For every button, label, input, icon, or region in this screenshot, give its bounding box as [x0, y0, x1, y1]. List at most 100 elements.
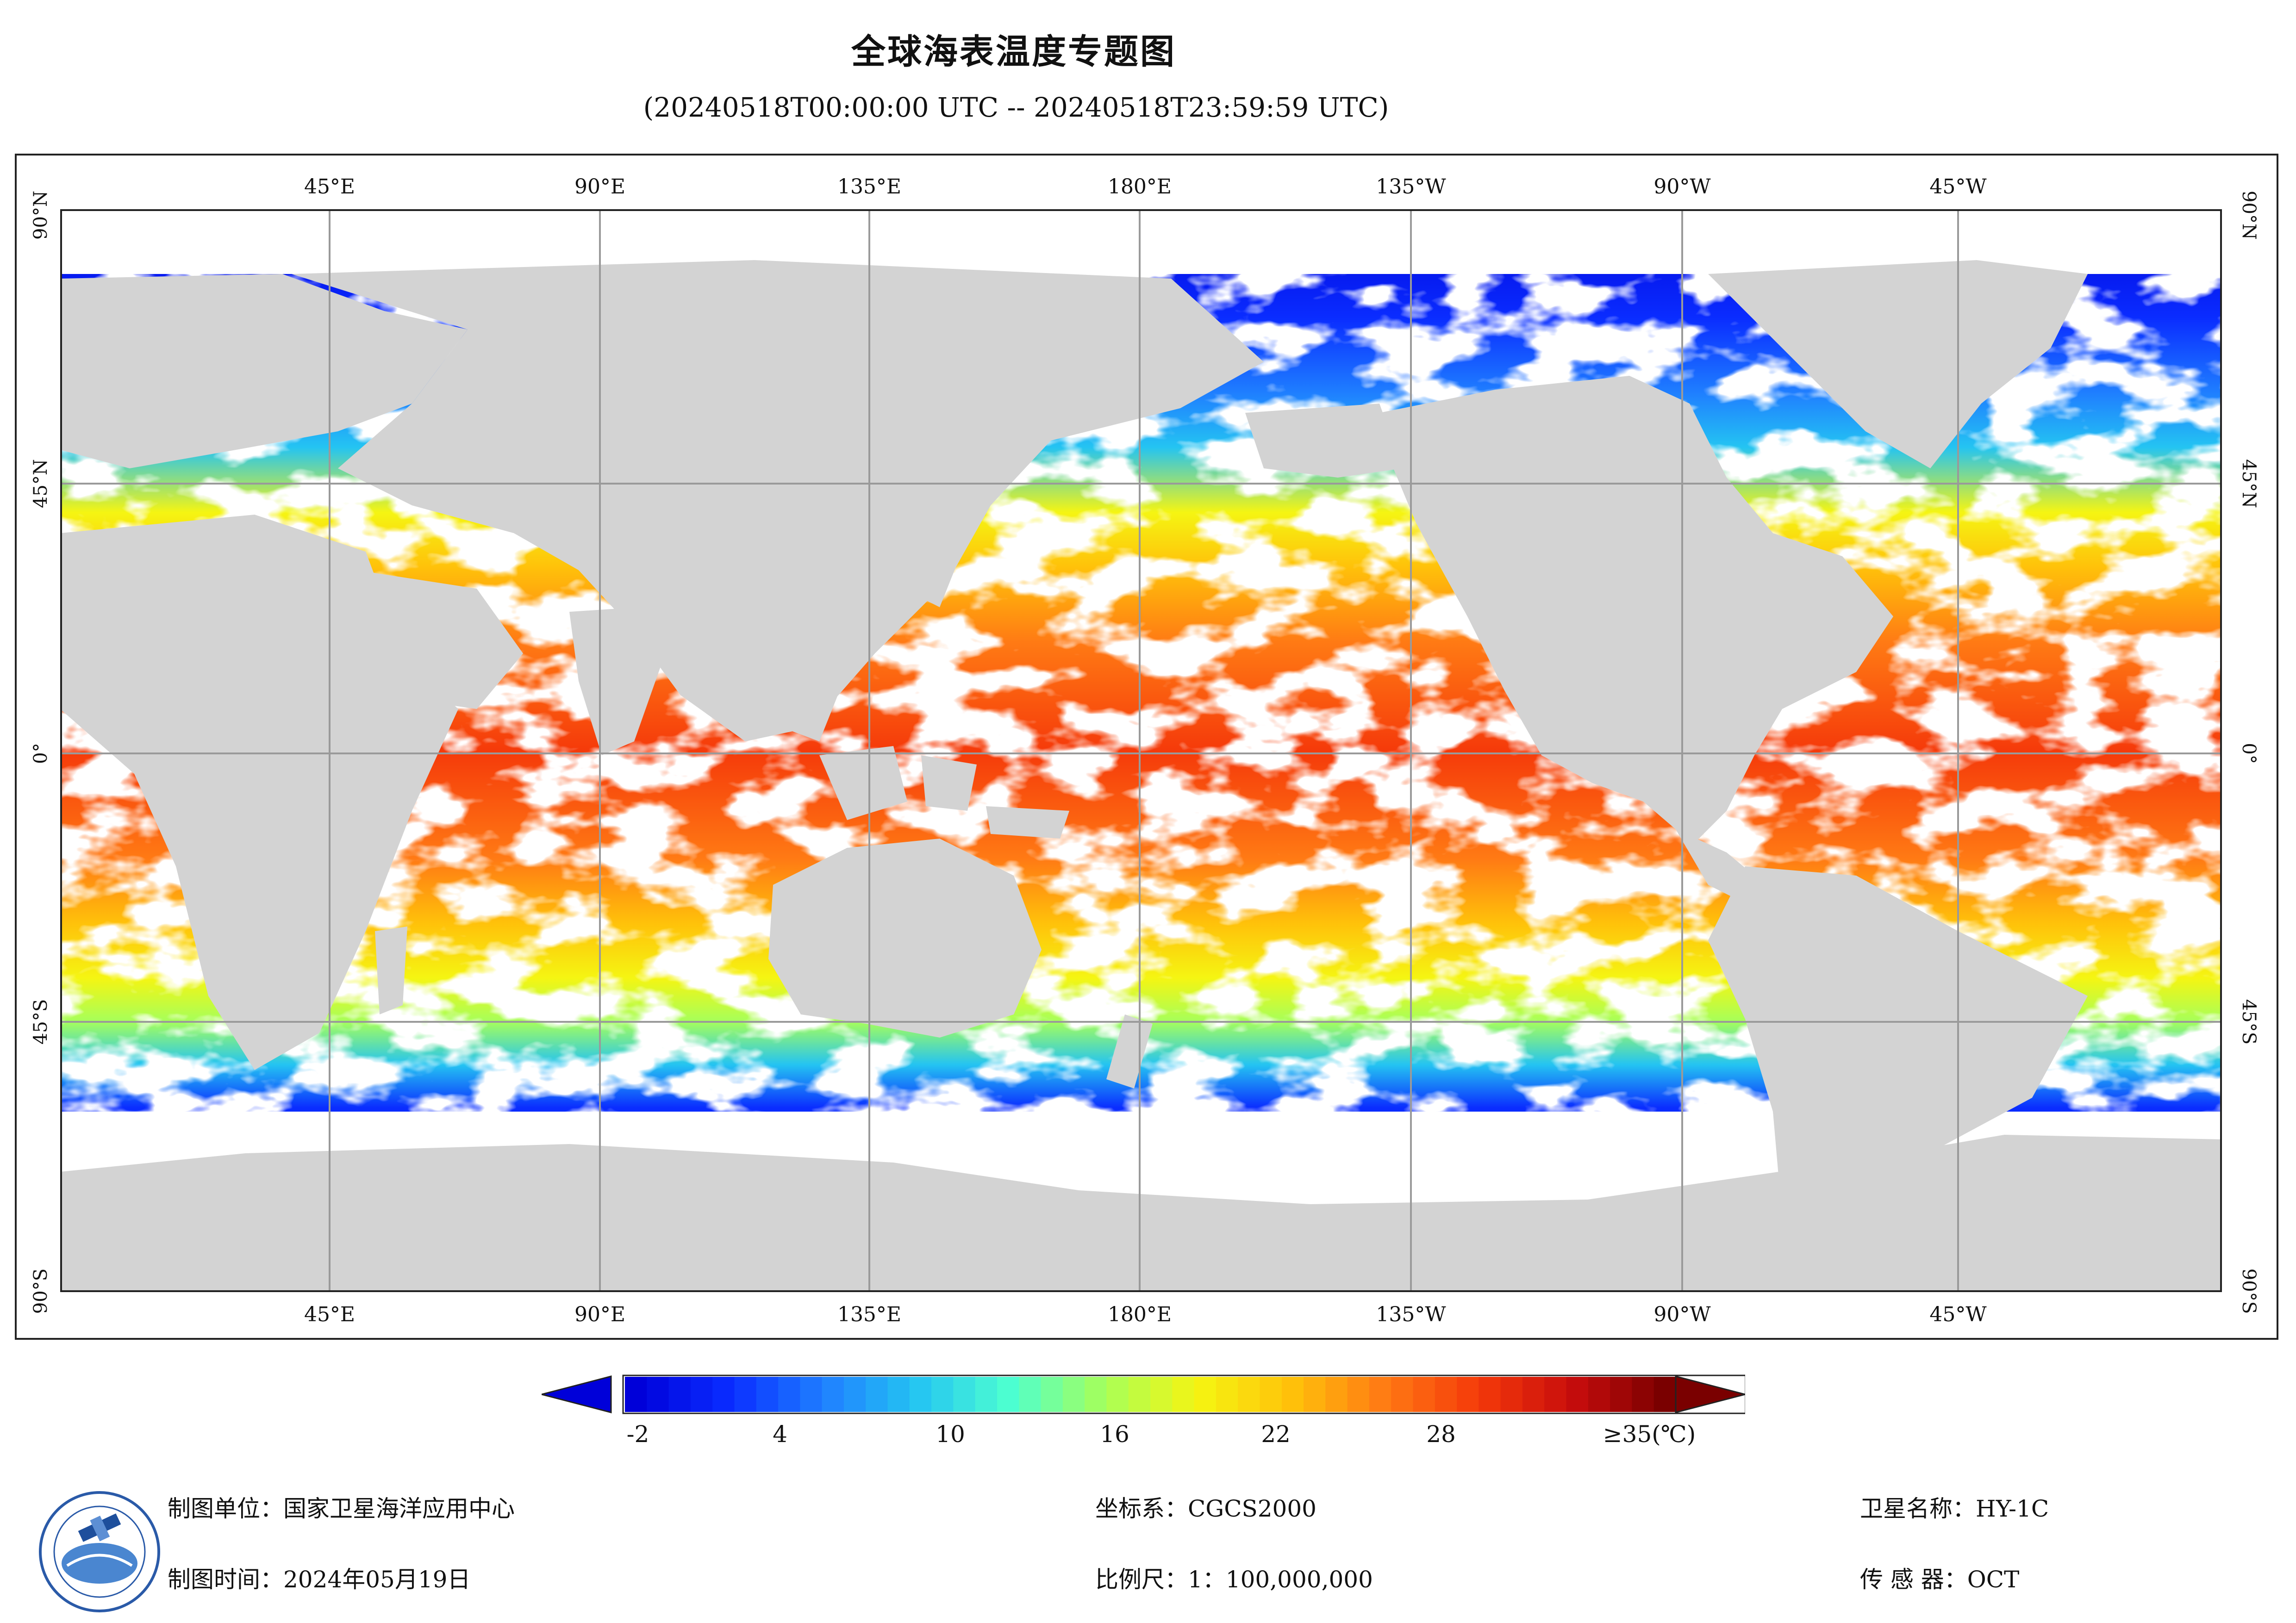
colorbar-cell — [1106, 1377, 1129, 1412]
colorbar-cell — [1610, 1377, 1633, 1412]
colorbar-cell — [866, 1377, 888, 1412]
crs-row: 坐标系：CGCS2000 — [1095, 1490, 1316, 1524]
colorbar-cell — [1653, 1377, 1676, 1412]
colorbar-cell — [647, 1377, 669, 1412]
colorbar-cell — [1150, 1377, 1173, 1412]
lon-label-top: 180°E — [1107, 175, 1172, 199]
colorbar-cell — [1216, 1377, 1239, 1412]
colorbar-cell — [1260, 1377, 1282, 1412]
date-row: 制图时间：2024年05月19日 — [168, 1561, 471, 1594]
sensor-value: OCT — [1967, 1566, 2020, 1593]
colorbar-cell — [1479, 1377, 1501, 1412]
colorbar-cells — [625, 1377, 1676, 1412]
colorbar-cell — [997, 1377, 1020, 1412]
colorbar-cell — [800, 1377, 823, 1412]
colorbar-cell — [1632, 1377, 1654, 1412]
colorbar-tick: 28 — [1426, 1421, 1456, 1448]
satellite-label: 卫星名称： — [1860, 1495, 1976, 1522]
colorbar-cell — [953, 1377, 976, 1412]
date-value: 2024年05月19日 — [283, 1566, 471, 1593]
colorbar-min-arrow — [542, 1375, 612, 1413]
lon-label-bottom: 45°E — [304, 1303, 356, 1326]
graticule — [60, 209, 2222, 1292]
colorbar-cell — [1347, 1377, 1370, 1412]
colorbar — [542, 1374, 1745, 1414]
colorbar-cell — [1041, 1377, 1063, 1412]
satellite-value: HY-1C — [1976, 1495, 2049, 1522]
colorbar-cell — [690, 1377, 713, 1412]
colorbar-cell — [1435, 1377, 1458, 1412]
colorbar-cell — [931, 1377, 954, 1412]
colorbar-cell — [1588, 1377, 1611, 1412]
nsoas-logo — [39, 1491, 160, 1612]
colorbar-cell — [822, 1377, 844, 1412]
sensor-row: 传 感 器：OCT — [1860, 1561, 2019, 1594]
colorbar-cell — [668, 1377, 691, 1412]
lon-label-bottom: 90°E — [574, 1303, 626, 1326]
colorbar-cell — [1457, 1377, 1479, 1412]
colorbar-cell — [1369, 1377, 1392, 1412]
satellite-row: 卫星名称：HY-1C — [1860, 1490, 2049, 1524]
map-title: 全球海表温度专题图 — [851, 32, 1176, 72]
colorbar-cell — [1238, 1377, 1260, 1412]
lon-label-top: 45°E — [304, 175, 356, 199]
lon-label-top: 90°W — [1653, 175, 1711, 199]
map-frame — [15, 154, 2278, 1340]
producer-label: 制图单位： — [168, 1495, 283, 1522]
lon-label-top: 135°E — [837, 175, 902, 199]
colorbar-tick: 4 — [773, 1421, 787, 1448]
colorbar-cell — [1522, 1377, 1545, 1412]
colorbar-cell — [1413, 1377, 1435, 1412]
lon-label-top: 45°W — [1929, 175, 1987, 199]
date-label: 制图时间： — [168, 1566, 283, 1593]
lon-label-bottom: 90°W — [1653, 1303, 1711, 1326]
colorbar-cell — [756, 1377, 779, 1412]
scale-value: 1：100,000,000 — [1188, 1566, 1373, 1593]
colorbar-cell — [1500, 1377, 1523, 1412]
colorbar-cell — [1062, 1377, 1086, 1412]
lon-label-bottom: 180°E — [1107, 1303, 1172, 1326]
lat-label-right: 45°N — [2238, 459, 2259, 508]
colorbar-cell — [1325, 1377, 1348, 1412]
colorbar-cell — [734, 1377, 757, 1412]
lat-label-left: 90°S — [30, 1268, 51, 1314]
lat-label-right: 0° — [2238, 743, 2259, 764]
scale-row: 比例尺：1：100,000,000 — [1095, 1561, 1373, 1594]
lat-label-right: 90°N — [2238, 191, 2259, 240]
colorbar-cell — [1391, 1377, 1414, 1412]
colorbar-cell — [712, 1377, 735, 1412]
sensor-label: 传 感 器： — [1860, 1566, 1967, 1593]
lat-label-left: 0° — [30, 743, 51, 764]
colorbar-cell — [1172, 1377, 1195, 1412]
colorbar-cell — [1128, 1377, 1151, 1412]
colorbar-tick: ≥35(℃) — [1603, 1421, 1696, 1448]
colorbar-cell — [887, 1377, 910, 1412]
producer-value: 国家卫星海洋应用中心 — [283, 1495, 515, 1522]
lon-label-bottom: 135°E — [837, 1303, 902, 1326]
lat-label-left: 90°N — [30, 191, 51, 240]
lon-label-bottom: 135°W — [1376, 1303, 1446, 1326]
scale-label: 比例尺： — [1095, 1566, 1188, 1593]
colorbar-tick: -2 — [626, 1421, 649, 1448]
colorbar-cell — [843, 1377, 867, 1412]
producer-row: 制图单位：国家卫星海洋应用中心 — [168, 1490, 515, 1524]
colorbar-cell — [1085, 1377, 1107, 1412]
colorbar-cell — [909, 1377, 932, 1412]
map-border — [60, 209, 2222, 1292]
colorbar-tick: 22 — [1261, 1421, 1291, 1448]
colorbar-cell — [625, 1377, 648, 1412]
lat-label-right: 90°S — [2238, 1268, 2259, 1314]
lat-label-left: 45°N — [30, 459, 51, 508]
colorbar-cell — [1566, 1377, 1589, 1412]
lat-label-right: 45°S — [2238, 999, 2259, 1045]
time-range-subtitle: (20240518T00:00:00 UTC -- 20240518T23:59… — [643, 92, 1389, 123]
lon-label-top: 135°W — [1376, 175, 1446, 199]
lon-label-top: 90°E — [574, 175, 626, 199]
colorbar-tick: 16 — [1100, 1421, 1129, 1448]
colorbar-cell — [778, 1377, 801, 1412]
crs-label: 坐标系： — [1095, 1495, 1188, 1522]
colorbar-cell — [1019, 1377, 1042, 1412]
colorbar-cell — [1281, 1377, 1304, 1412]
colorbar-cell — [1544, 1377, 1567, 1412]
lon-label-bottom: 45°W — [1929, 1303, 1987, 1326]
